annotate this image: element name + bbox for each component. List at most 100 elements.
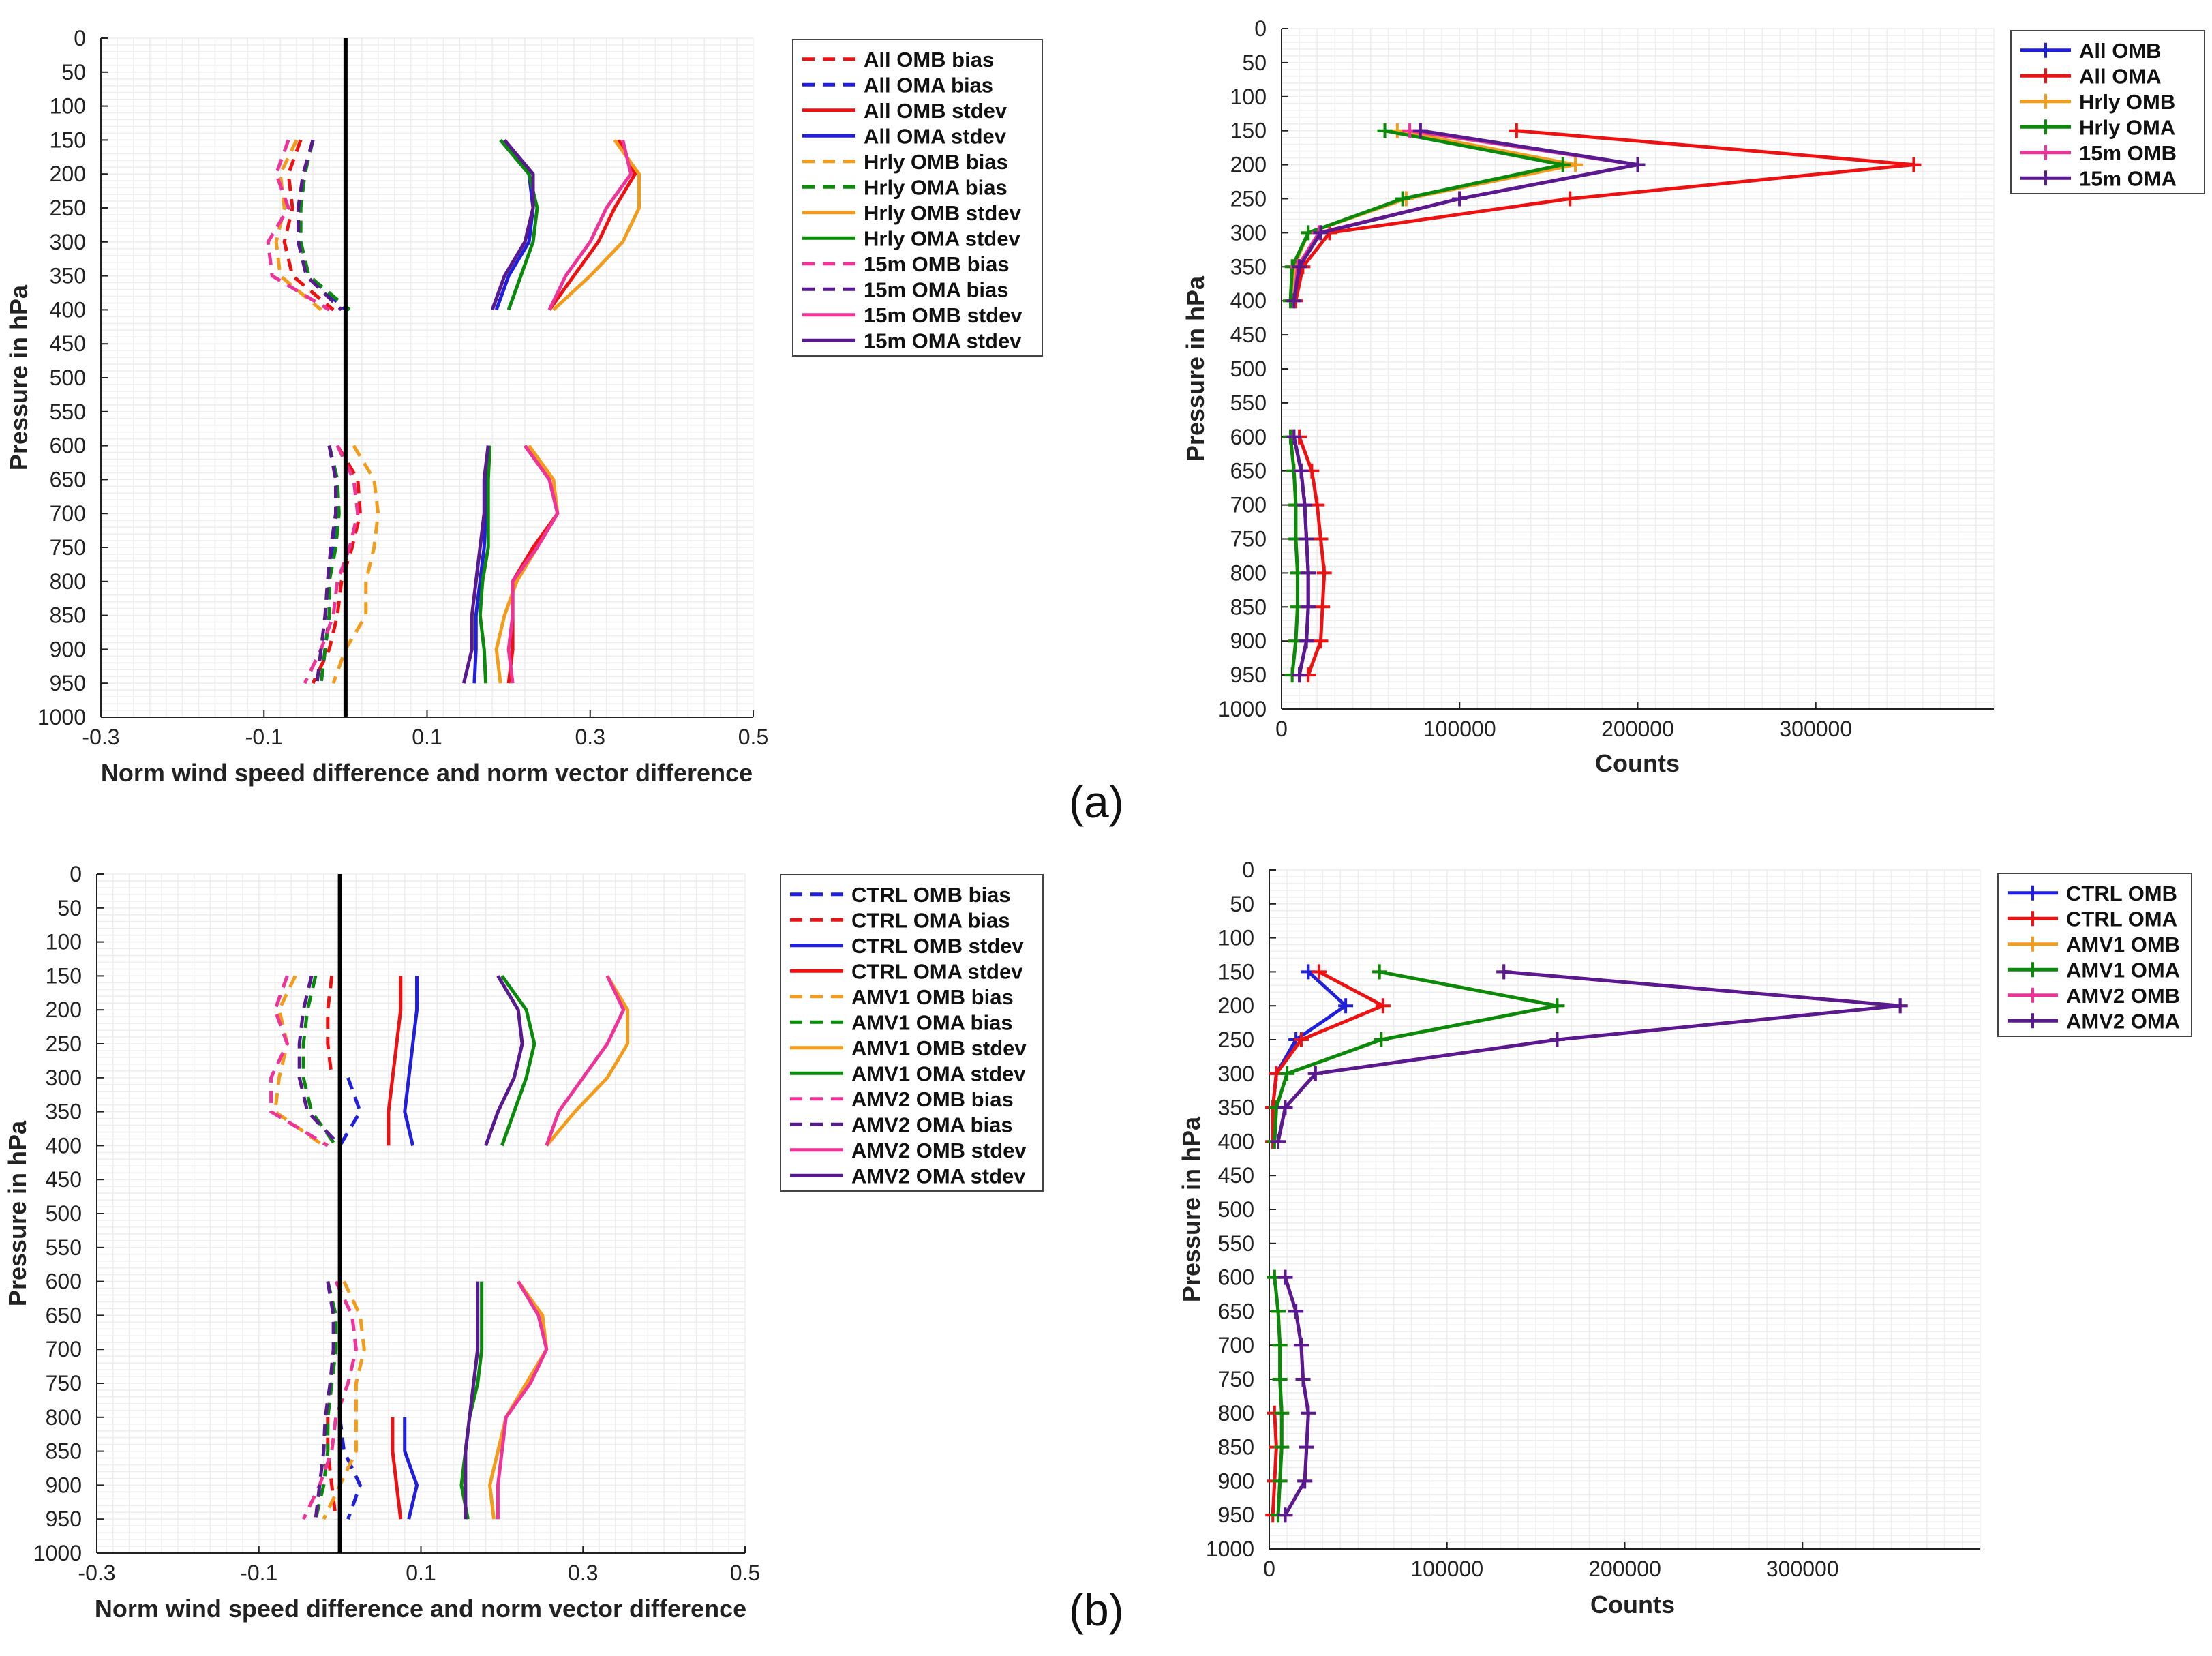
x-tick-label: -0.1 — [240, 1561, 277, 1585]
y-tick-label: 950 — [1218, 1503, 1254, 1527]
y-tick-label: 300 — [1230, 220, 1267, 245]
data-point — [1277, 1507, 1293, 1523]
x-tick-label: 0.1 — [406, 1561, 436, 1585]
y-tick-label: 750 — [1218, 1367, 1254, 1391]
legend-marker — [2025, 885, 2040, 901]
y-tick-label: 100 — [50, 94, 86, 119]
x-tick-label: 200000 — [1588, 1556, 1661, 1581]
series-line — [1273, 969, 1559, 1142]
legend-label: CTRL OMA bias — [851, 908, 1010, 932]
legend-item: AMV1 OMB stdev — [790, 1036, 1027, 1060]
data-point — [1272, 1473, 1288, 1489]
y-tick-label: 300 — [1218, 1062, 1254, 1086]
legend-label: AMV2 OMA — [2066, 1009, 2180, 1033]
data-point — [1549, 1032, 1565, 1047]
y-tick-label: 650 — [1218, 1299, 1254, 1323]
series-line — [297, 975, 342, 1147]
y-tick-label: 350 — [50, 264, 86, 288]
y-tick-label: 150 — [1230, 119, 1267, 143]
legend-item: CTRL OMA stdev — [790, 959, 1023, 983]
legend-item: Hrly OMB — [2020, 90, 2175, 114]
series-line — [331, 445, 380, 684]
y-tick-label: 150 — [1218, 959, 1254, 984]
data-point — [1452, 191, 1468, 207]
y-tick-label: 700 — [1230, 493, 1267, 517]
y-tick-label: 1000 — [37, 705, 86, 729]
legend-item: AMV2 OMB — [2008, 984, 2180, 1008]
data-point — [1562, 191, 1578, 207]
y-tick-label: 150 — [46, 963, 82, 988]
legend-item: CTRL OMA bias — [790, 908, 1010, 932]
x-tick-label: 300000 — [1766, 1556, 1839, 1581]
y-tick-label: 650 — [50, 467, 86, 492]
series-hrly-oma-stdev — [478, 138, 539, 684]
series-amv1-omb-bias — [273, 975, 366, 1520]
data-point — [1299, 633, 1314, 649]
x-tick-label: 0.5 — [738, 725, 768, 749]
legend-label: All OMB — [2079, 39, 2162, 63]
x-tick-label: -0.3 — [82, 725, 119, 749]
series-line — [338, 1077, 362, 1147]
y-tick-label: 850 — [1230, 594, 1267, 619]
data-point — [1274, 1439, 1290, 1455]
legend-label: All OMA bias — [864, 73, 993, 97]
data-point — [1292, 259, 1307, 275]
series-amv2-oma-bias — [297, 975, 342, 1520]
y-tick-label: 1000 — [33, 1541, 82, 1565]
legend-marker — [2038, 145, 2053, 160]
x-axis-label: Norm wind speed difference and norm vect… — [101, 759, 753, 787]
y-tick-label: 350 — [1230, 254, 1267, 279]
series-line — [461, 445, 490, 684]
legend-item: All OMB — [2020, 39, 2162, 63]
legend-label: All OMB bias — [864, 48, 994, 72]
y-tick-label: 500 — [50, 365, 86, 390]
y-tick-label: 950 — [50, 671, 86, 695]
legend-label: Hrly OMB — [2079, 90, 2175, 114]
series-line — [391, 1417, 403, 1520]
y-tick-label: 450 — [1218, 1163, 1254, 1188]
data-point — [1295, 1372, 1311, 1387]
data-point — [1630, 157, 1646, 172]
y-tick-label: 700 — [50, 501, 86, 526]
x-tick-label: 0.5 — [730, 1561, 760, 1585]
series-line — [387, 976, 403, 1146]
legend-label: Hrly OMA — [2079, 115, 2175, 139]
legend-box — [2010, 30, 2205, 194]
y-tick-label: 500 — [46, 1201, 82, 1226]
series-line — [273, 975, 325, 1147]
legend-item: 15m OMB stdev — [802, 303, 1022, 327]
chart-a-left: 0 50 100 150 200 250 300 350 400 450 500 550 600 650 7… — [5, 26, 1043, 787]
data-point — [1307, 1066, 1323, 1081]
series-amv2-oma — [1271, 964, 1908, 1523]
data-point — [1313, 531, 1329, 547]
y-tick-label: 450 — [1230, 322, 1267, 347]
legend-marker — [2038, 42, 2053, 58]
data-point — [1297, 1473, 1313, 1489]
data-point — [1892, 998, 1908, 1014]
x-tick-label: 0.3 — [568, 1561, 598, 1585]
legend-item: AMV2 OMB bias — [790, 1087, 1014, 1111]
data-point — [1277, 1100, 1293, 1115]
series-line — [490, 138, 535, 311]
x-tick-label: -0.3 — [78, 1561, 115, 1585]
y-tick-label: 200 — [50, 162, 86, 186]
series-line — [1271, 970, 1385, 1142]
legend-item: CTRL OMB stdev — [790, 934, 1024, 958]
series-line — [315, 445, 338, 684]
series-ctrl-oma-stdev — [387, 976, 403, 1520]
series-line — [545, 975, 626, 1147]
x-tick-label: 0 — [1263, 1556, 1275, 1581]
chart-b-left: 0 50 100 150 200 250 300 350 400 450 500 550 600 650 7… — [3, 862, 1044, 1623]
legend-marker — [2025, 936, 2040, 952]
data-point — [1555, 157, 1571, 172]
grid — [100, 37, 754, 718]
y-tick-label: 150 — [50, 127, 86, 152]
data-point — [1412, 123, 1428, 138]
series-line — [326, 1417, 338, 1520]
legend-item: CTRL OMB bias — [790, 883, 1011, 907]
legend-item: AMV2 OMB stdev — [790, 1139, 1027, 1162]
legend-label: 15m OMA — [2079, 166, 2177, 190]
series-line — [322, 1280, 366, 1520]
y-axis-label: Pressure in hPa — [1177, 1116, 1205, 1302]
series-line — [545, 975, 630, 1147]
